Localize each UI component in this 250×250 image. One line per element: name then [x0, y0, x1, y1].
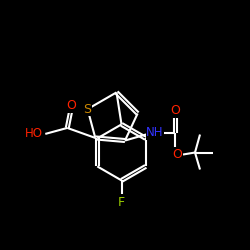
Text: O: O [172, 148, 182, 161]
Text: S: S [84, 102, 92, 116]
Text: O: O [170, 104, 180, 117]
Text: O: O [66, 100, 76, 112]
Text: NH: NH [146, 126, 164, 139]
Text: F: F [118, 196, 125, 209]
Text: HO: HO [25, 128, 43, 140]
